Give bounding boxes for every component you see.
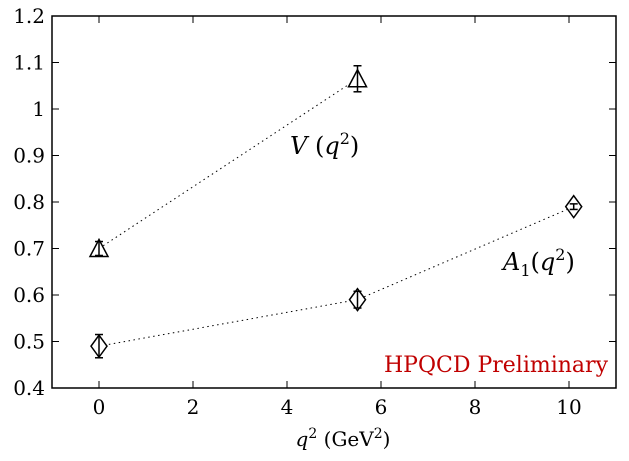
series-line (98, 78, 358, 249)
y-tick-label: 0.7 (13, 237, 45, 261)
y-tick-label: 0.4 (13, 376, 45, 400)
y-tick-label: 0.9 (13, 144, 45, 168)
y-tick-label: 0.8 (13, 190, 45, 214)
diamond-point (564, 194, 583, 219)
series-line (98, 206, 574, 347)
ticks: 0 2 4 6 8 10 0.4 0.5 0.6 0.7 0.8 0.9 1 1.1 1.2 (13, 4, 616, 419)
x-tick-label: 2 (187, 395, 200, 419)
y-tick-label: 1.2 (13, 4, 45, 28)
x-tick-label: 6 (375, 395, 388, 419)
diamond-point (348, 287, 367, 312)
x-tick-label: 8 (469, 395, 482, 419)
x-tick-label: 4 (281, 395, 294, 419)
plot-frame (51, 15, 617, 389)
x-tick-label: 10 (556, 395, 581, 419)
series-lines (98, 78, 574, 347)
diamond-point (90, 333, 108, 359)
y-tick-label: 1 (32, 97, 45, 121)
series-label-a1: A1(q2) (501, 245, 575, 280)
x-axis-label: q2 (GeV2) (296, 426, 391, 451)
annotation-hpqcd: HPQCD Preliminary (384, 353, 609, 378)
y-tick-label: 0.5 (13, 330, 45, 354)
y-tick-label: 0.6 (13, 283, 45, 307)
series-label-v: V (q2) (290, 129, 359, 160)
x-tick-label: 0 (93, 395, 106, 419)
triangle-point (347, 65, 368, 93)
data-points (88, 65, 583, 359)
y-tick-label: 1.1 (13, 51, 45, 75)
triangle-point (88, 237, 110, 258)
